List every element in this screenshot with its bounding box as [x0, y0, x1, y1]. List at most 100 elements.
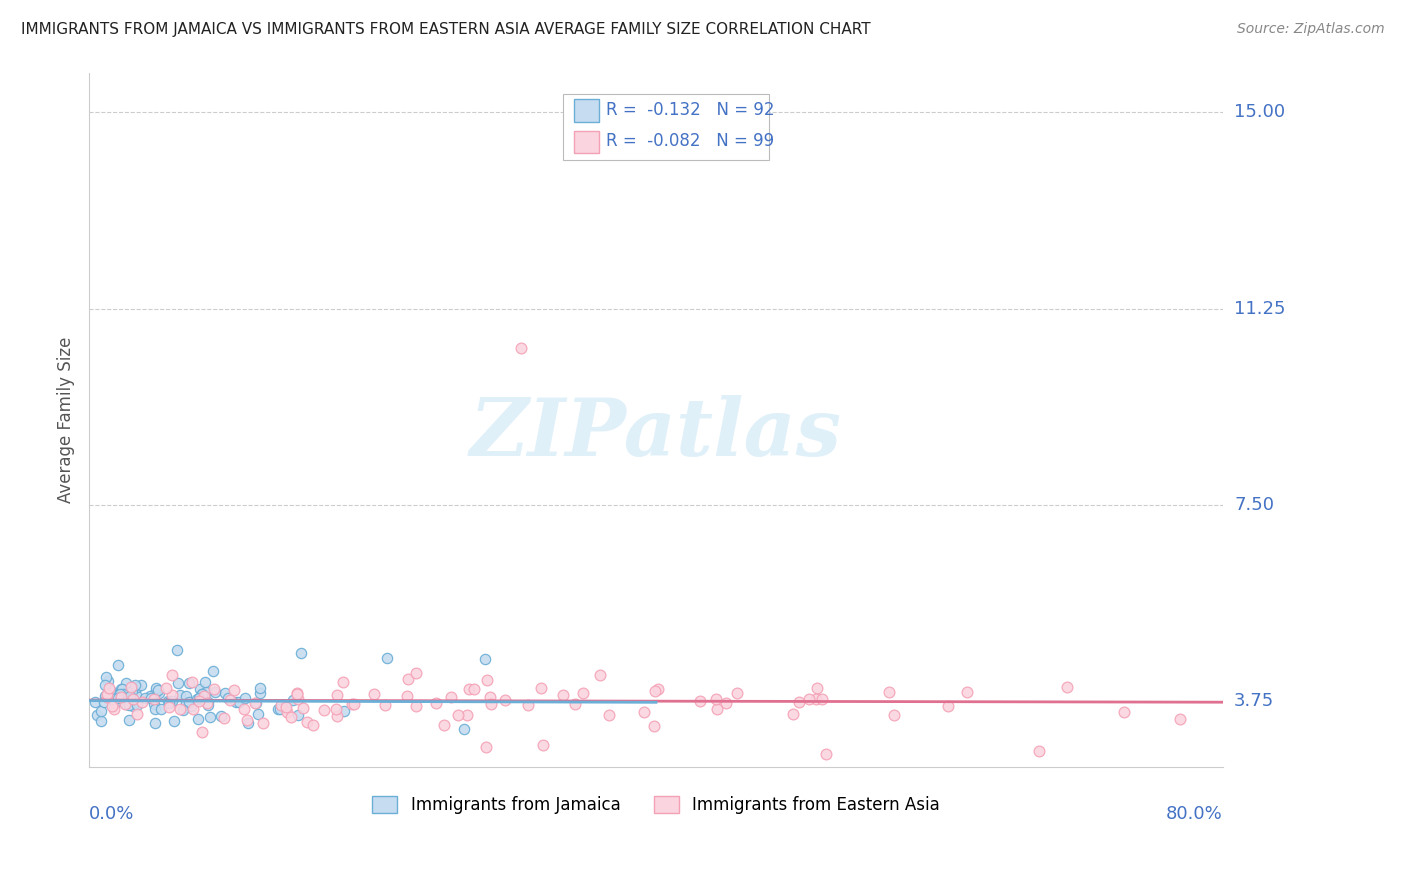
Point [174, 697, 197, 711]
Point [138, 689, 160, 703]
Point [118, 713, 141, 727]
Point [172, 703, 194, 717]
Point [571, 686, 593, 700]
Point [197, 695, 219, 709]
Point [125, 707, 148, 722]
Point [405, 665, 427, 680]
Point [689, 693, 711, 707]
Point [145, 702, 167, 716]
Point [274, 698, 297, 713]
Point [156, 693, 179, 707]
Point [494, 693, 516, 707]
Point [155, 681, 177, 695]
Point [112, 687, 135, 701]
Point [169, 688, 191, 702]
Point [325, 709, 347, 723]
Point [243, 696, 266, 710]
Point [806, 681, 828, 696]
Point [217, 691, 239, 706]
Point [121, 692, 143, 706]
Point [180, 699, 202, 714]
Point [110, 690, 132, 704]
Point [481, 697, 503, 711]
Point [375, 651, 398, 665]
Point [143, 716, 166, 731]
Point [201, 664, 224, 678]
Point [186, 692, 208, 706]
Point [440, 690, 463, 704]
Point [725, 686, 748, 700]
Point [159, 694, 181, 708]
Point [245, 696, 267, 710]
Point [249, 681, 271, 695]
Point [478, 690, 501, 704]
Point [232, 702, 254, 716]
Point [340, 697, 363, 711]
Point [458, 682, 481, 697]
Point [475, 739, 498, 754]
Point [122, 699, 145, 714]
Point [396, 689, 419, 703]
Point [510, 341, 533, 355]
Point [124, 678, 146, 692]
Text: ZIPatlas: ZIPatlas [470, 395, 842, 473]
Point [228, 695, 250, 709]
Point [463, 681, 485, 696]
Point [797, 691, 820, 706]
Point [374, 698, 396, 712]
Point [302, 718, 325, 732]
Point [704, 692, 727, 706]
Point [531, 738, 554, 752]
Point [270, 698, 292, 713]
Point [956, 685, 979, 699]
Point [108, 690, 131, 704]
Point [90, 704, 112, 718]
Point [1170, 713, 1192, 727]
Point [706, 702, 728, 716]
Point [86, 708, 108, 723]
FancyBboxPatch shape [562, 94, 769, 160]
Point [174, 698, 197, 712]
Point [363, 687, 385, 701]
Point [198, 710, 221, 724]
Point [644, 683, 666, 698]
Point [174, 689, 197, 703]
Point [936, 698, 959, 713]
Point [204, 681, 226, 696]
Point [598, 708, 620, 723]
Point [782, 707, 804, 722]
Point [157, 696, 180, 710]
Point [290, 646, 312, 660]
Point [343, 697, 366, 711]
Point [204, 684, 226, 698]
Point [188, 682, 211, 697]
Point [120, 689, 142, 703]
Point [93, 678, 115, 692]
Point [214, 686, 236, 700]
Point [281, 693, 304, 707]
Text: 11.25: 11.25 [1234, 300, 1285, 318]
Point [141, 690, 163, 705]
Text: 15.00: 15.00 [1234, 103, 1285, 121]
Point [553, 688, 575, 702]
Point [188, 691, 211, 706]
Point [252, 716, 274, 731]
Point [127, 680, 149, 694]
Point [177, 696, 200, 710]
Point [181, 674, 204, 689]
Point [326, 688, 349, 702]
Point [643, 719, 665, 733]
Point [474, 651, 496, 665]
Point [285, 687, 308, 701]
Point [114, 697, 136, 711]
Point [162, 694, 184, 708]
Point [187, 711, 209, 725]
Point [225, 695, 247, 709]
Point [191, 687, 214, 701]
Point [118, 698, 141, 712]
Point [530, 681, 553, 695]
Point [1056, 680, 1078, 694]
Point [1112, 705, 1135, 719]
Point [96, 687, 118, 701]
Point [143, 691, 166, 706]
